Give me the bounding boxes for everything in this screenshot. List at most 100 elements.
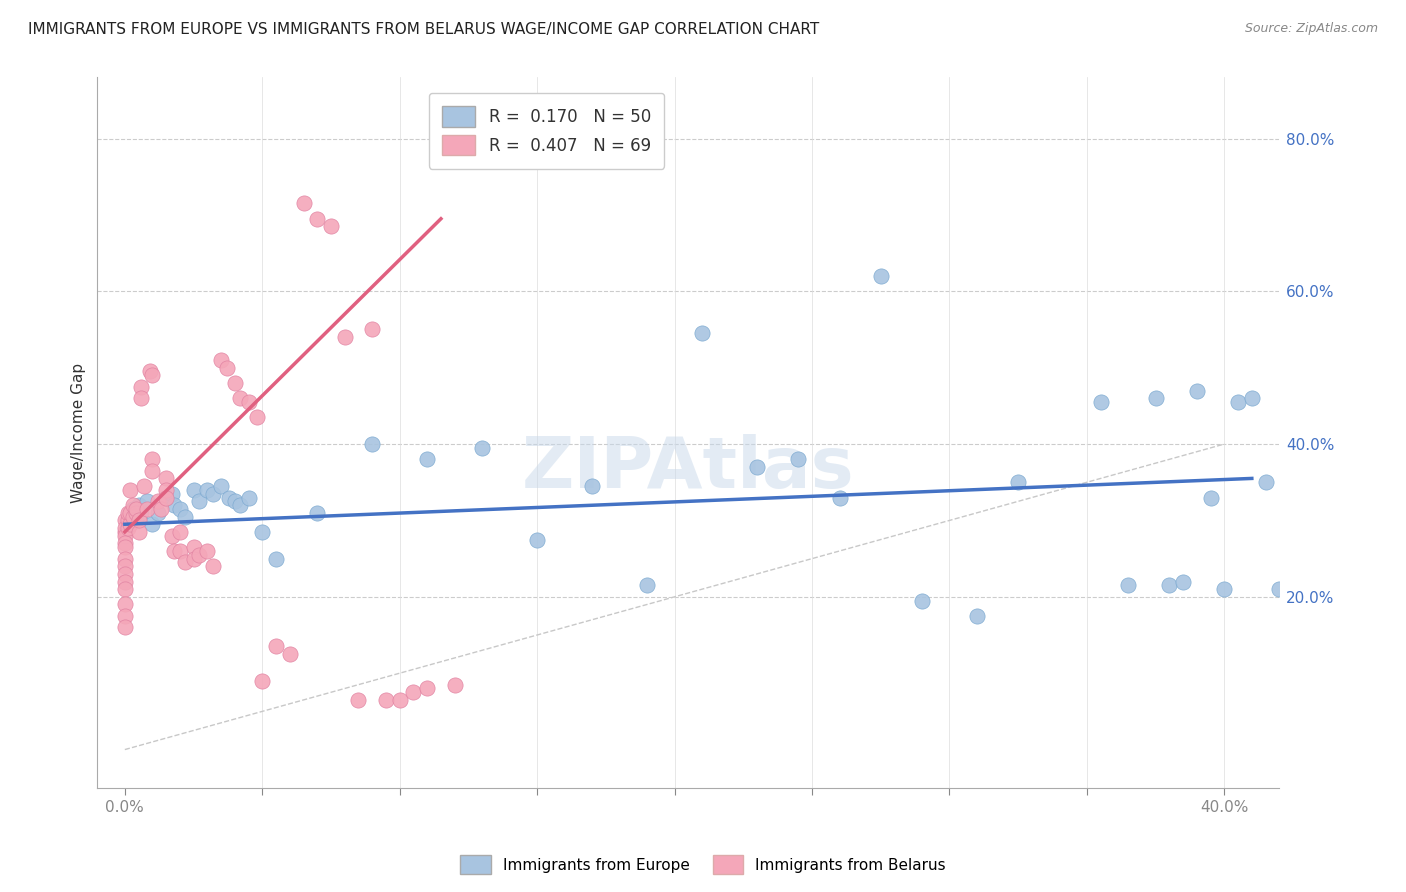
- Point: [169, 524, 191, 539]
- Point: [307, 211, 329, 226]
- Point: [114, 521, 136, 535]
- Point: [402, 685, 425, 699]
- Point: [388, 693, 411, 707]
- Point: [114, 574, 136, 589]
- Point: [471, 441, 494, 455]
- Point: [1268, 582, 1291, 597]
- Point: [966, 608, 988, 623]
- Point: [114, 608, 136, 623]
- Point: [163, 544, 186, 558]
- Point: [141, 452, 163, 467]
- Point: [1144, 391, 1167, 405]
- Point: [117, 513, 139, 527]
- Point: [319, 219, 342, 234]
- Point: [183, 551, 205, 566]
- Point: [183, 483, 205, 497]
- Point: [911, 593, 934, 607]
- Point: [201, 559, 224, 574]
- Point: [745, 460, 768, 475]
- Point: [146, 506, 169, 520]
- Point: [252, 524, 274, 539]
- Point: [361, 322, 384, 336]
- Point: [229, 391, 252, 405]
- Point: [155, 491, 177, 505]
- Point: [218, 491, 240, 505]
- Legend: Immigrants from Europe, Immigrants from Belarus: Immigrants from Europe, Immigrants from …: [454, 849, 952, 880]
- Point: [209, 353, 232, 368]
- Point: [141, 464, 163, 478]
- Point: [1171, 574, 1194, 589]
- Point: [201, 486, 224, 500]
- Point: [581, 479, 603, 493]
- Point: [1159, 578, 1181, 592]
- Point: [117, 521, 139, 535]
- Point: [215, 360, 238, 375]
- Point: [125, 502, 148, 516]
- Point: [1199, 491, 1222, 505]
- Point: [155, 471, 177, 485]
- Point: [416, 681, 439, 696]
- Point: [636, 578, 658, 592]
- Point: [114, 551, 136, 566]
- Point: [117, 506, 139, 520]
- Point: [238, 395, 260, 409]
- Point: [128, 498, 150, 512]
- Point: [195, 544, 218, 558]
- Point: [120, 506, 142, 520]
- Point: [1213, 582, 1236, 597]
- Y-axis label: Wage/Income Gap: Wage/Income Gap: [72, 362, 86, 503]
- Point: [141, 368, 163, 383]
- Point: [690, 326, 713, 341]
- Point: [828, 491, 851, 505]
- Point: [146, 494, 169, 508]
- Point: [1116, 578, 1139, 592]
- Point: [138, 364, 160, 378]
- Point: [120, 483, 142, 497]
- Point: [1185, 384, 1208, 398]
- Text: IMMIGRANTS FROM EUROPE VS IMMIGRANTS FROM BELARUS WAGE/INCOME GAP CORRELATION CH: IMMIGRANTS FROM EUROPE VS IMMIGRANTS FRO…: [28, 22, 820, 37]
- Point: [264, 640, 287, 654]
- Point: [131, 506, 153, 520]
- Point: [787, 452, 810, 467]
- Point: [307, 506, 329, 520]
- Point: [224, 494, 246, 508]
- Point: [114, 559, 136, 574]
- Point: [195, 483, 218, 497]
- Point: [160, 529, 183, 543]
- Point: [1240, 391, 1263, 405]
- Point: [526, 533, 548, 547]
- Point: [238, 491, 260, 505]
- Point: [1090, 395, 1112, 409]
- Point: [246, 410, 269, 425]
- Point: [209, 479, 232, 493]
- Point: [1254, 475, 1277, 490]
- Point: [114, 566, 136, 581]
- Legend: R =  0.170   N = 50, R =  0.407   N = 69: R = 0.170 N = 50, R = 0.407 N = 69: [429, 93, 664, 169]
- Point: [169, 544, 191, 558]
- Point: [132, 479, 155, 493]
- Point: [120, 517, 142, 532]
- Point: [155, 491, 177, 505]
- Point: [128, 524, 150, 539]
- Point: [188, 548, 211, 562]
- Point: [131, 391, 153, 405]
- Point: [188, 494, 211, 508]
- Point: [155, 483, 177, 497]
- Point: [122, 498, 145, 512]
- Point: [135, 494, 157, 508]
- Point: [264, 551, 287, 566]
- Point: [114, 536, 136, 550]
- Point: [128, 513, 150, 527]
- Point: [131, 380, 153, 394]
- Point: [869, 268, 891, 283]
- Point: [252, 673, 274, 688]
- Point: [122, 502, 145, 516]
- Point: [149, 502, 172, 516]
- Point: [125, 506, 148, 520]
- Text: Source: ZipAtlas.com: Source: ZipAtlas.com: [1244, 22, 1378, 36]
- Point: [443, 678, 465, 692]
- Point: [361, 437, 384, 451]
- Point: [174, 509, 197, 524]
- Point: [114, 582, 136, 597]
- Point: [114, 529, 136, 543]
